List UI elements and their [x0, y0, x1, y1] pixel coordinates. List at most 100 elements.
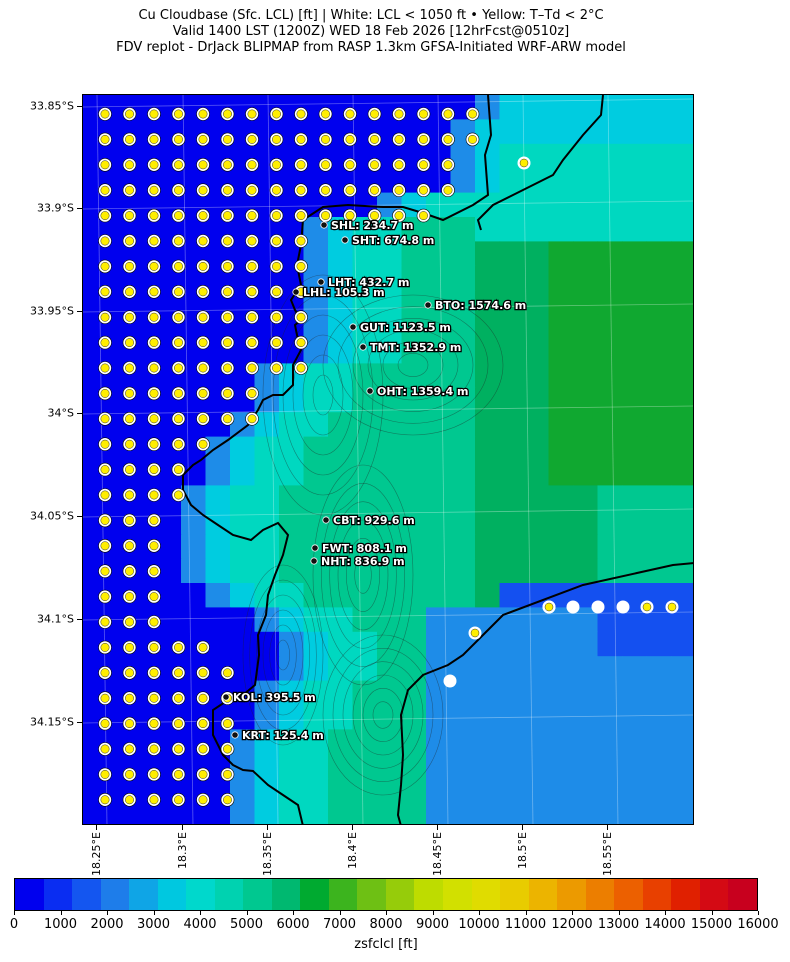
lcl-cell: [426, 265, 452, 291]
lcl-cell: [279, 778, 305, 804]
lcl-cell: [573, 387, 599, 413]
lcl-marker-yellow: [247, 388, 257, 398]
lcl-cell: [279, 412, 305, 438]
lcl-cell: [499, 753, 525, 779]
lcl-cell: [279, 461, 305, 486]
lcl-cell: [450, 217, 476, 242]
lcl-cell: [499, 192, 525, 218]
lcl-marker-yellow: [247, 109, 257, 119]
lcl-cell: [328, 509, 354, 535]
lcl-cell: [401, 461, 427, 486]
lcl-marker-yellow: [100, 134, 110, 144]
lcl-cell: [597, 509, 623, 535]
contour-line: [332, 648, 434, 782]
lcl-cell: [646, 680, 672, 706]
lcl-cell: [450, 339, 476, 364]
colorbar-tick: [339, 911, 341, 915]
lcl-cell: [499, 363, 525, 389]
lcl-marker-yellow: [394, 134, 404, 144]
lcl-cell: [377, 314, 403, 340]
lcl-marker-yellow: [419, 134, 428, 144]
colorbar-tick: [386, 911, 387, 915]
lcl-cell: [279, 753, 305, 779]
lcl-marker-yellow: [223, 211, 232, 221]
lcl-marker-yellow: [149, 515, 159, 525]
contour-line: [352, 318, 474, 412]
lcl-marker-yellow: [149, 744, 159, 754]
lcl-marker-yellow: [125, 490, 134, 500]
lcl-cell: [573, 656, 599, 682]
lon-label: 18.45°E: [431, 832, 444, 876]
contour-line: [367, 329, 459, 401]
lcl-marker-yellow: [149, 465, 159, 475]
lcl-cell: [597, 119, 623, 145]
lcl-cell: [303, 656, 329, 682]
title-line-3: FDV replot - DrJack BLIPMAP from RASP 1.…: [116, 40, 626, 55]
lcl-cell: [548, 290, 574, 316]
lat-tick: [77, 413, 82, 414]
lcl-marker-yellow: [272, 236, 281, 246]
lcl-marker-yellow: [419, 109, 428, 119]
lcl-marker-yellow: [125, 541, 134, 551]
lcl-cell: [401, 583, 427, 608]
lcl-cell: [499, 412, 525, 438]
lcl-cell: [597, 656, 623, 682]
lcl-marker-yellow: [443, 185, 453, 195]
lcl-cell: [279, 607, 305, 633]
lcl-marker-yellow: [394, 185, 404, 195]
lcl-marker-yellow: [247, 211, 257, 221]
colorbar-tick-label: 9000: [415, 917, 450, 932]
station-label-nht: NHT: 836.9 m: [321, 555, 405, 568]
lcl-cell: [328, 461, 354, 486]
lcl-marker-yellow: [125, 160, 134, 170]
lcl-cell: [573, 558, 599, 584]
lcl-cell: [597, 680, 623, 706]
lcl-cell: [475, 485, 501, 511]
lcl-cell: [352, 607, 378, 633]
colorbar-tick-label: 10000: [458, 917, 500, 932]
lcl-cell: [475, 192, 501, 218]
map-frame[interactable]: SHL: 234.7 m SHT: 674.8 m LHT: 432.7 m LHL:…: [82, 94, 694, 825]
lcl-marker-yellow: [198, 668, 208, 678]
lcl-cell: [377, 778, 403, 804]
lcl-cell: [475, 802, 501, 824]
lcl-cell: [450, 509, 476, 535]
lcl-marker-yellow: [149, 287, 159, 297]
lcl-marker-yellow: [272, 312, 281, 322]
colorbar-tick-label: 13000: [597, 917, 640, 932]
lcl-cell: [352, 631, 378, 657]
lcl-marker-yellow: [149, 795, 159, 805]
lcl-cell: [352, 729, 378, 755]
lcl-cell: [328, 534, 354, 560]
colorbar-tick-label: 2000: [90, 917, 124, 932]
lcl-cell: [597, 241, 623, 267]
lcl-marker-yellow: [223, 338, 232, 348]
lcl-cell: [646, 143, 672, 169]
lcl-cell: [646, 461, 672, 486]
lcl-cell: [377, 802, 403, 824]
lcl-cell: [230, 436, 256, 462]
lcl-marker-yellow: [149, 414, 159, 424]
lcl-cell: [548, 729, 574, 755]
graticule-lat: [83, 303, 693, 313]
lcl-cell: [426, 387, 452, 413]
lcl-marker-yellow: [174, 668, 183, 678]
lcl-marker-yellow: [174, 160, 183, 170]
lcl-marker-yellow: [125, 592, 134, 602]
lcl-cell: [303, 436, 329, 462]
lcl-cell: [622, 461, 648, 486]
lcl-marker-yellow: [321, 109, 330, 119]
station-marker-lht: [317, 278, 325, 286]
lcl-cell: [303, 729, 329, 755]
lcl-cell: [181, 607, 207, 633]
colorbar: [14, 878, 758, 911]
lat-label: 33.95°S: [30, 304, 74, 318]
lcl-cell: [279, 680, 305, 706]
lcl-cell: [230, 558, 256, 584]
lcl-cell: [426, 729, 452, 755]
lcl-cell: [132, 802, 158, 824]
station-label-oht: OHT: 1359.4 m: [377, 385, 468, 398]
lcl-cell: [597, 314, 623, 340]
lcl-cell: [230, 802, 256, 824]
lcl-cell: [475, 461, 501, 486]
